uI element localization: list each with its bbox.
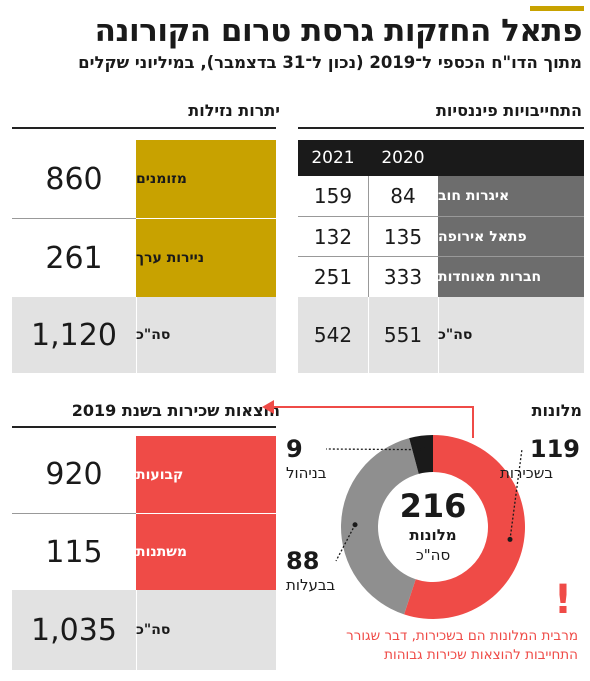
donut-center-number: 216	[399, 487, 467, 525]
expenses-fixed-value: 920	[45, 457, 103, 492]
page-title: פתאל החזקות גרסת טרום הקורונה	[94, 13, 583, 49]
leader-leased	[509, 448, 523, 540]
expenses-title: הוצאות שכירות בשנת 2019	[71, 401, 280, 420]
expenses-top-rule	[12, 426, 276, 428]
obligations-europe-2021: 132	[313, 225, 353, 249]
expenses-variable-label: משתנות	[136, 544, 188, 560]
donut-managed-value: 9	[286, 435, 303, 463]
donut-center-label: מלונות	[409, 526, 457, 544]
expenses-total-divider	[136, 590, 137, 670]
expenses-variable-value: 115	[45, 534, 103, 570]
obligations-subsidiaries-2020: 333	[383, 265, 423, 289]
liquidity-title: יתרות נזילות	[188, 101, 280, 120]
page-subtitle: מתוך הדו"ח הכספי ל־2019 (נכון ל־31 בדצמב…	[78, 53, 582, 72]
obligations-row-divider-1	[298, 216, 584, 217]
donut-leased-label: בשכירות	[500, 464, 553, 482]
liquidity-row-divider	[12, 218, 136, 219]
donut-slice	[409, 435, 433, 474]
liquidity-top-rule	[12, 127, 276, 129]
liquidity-label-divider	[136, 218, 276, 219]
obligations-total-label: סה"כ	[438, 327, 473, 343]
leader-leased-dot	[507, 536, 513, 542]
connector-arrow-line	[270, 406, 474, 438]
obligations-header-row	[298, 140, 584, 176]
donut-owned-label: בבעלות	[286, 576, 336, 594]
obligations-total-divider-2	[438, 297, 439, 373]
obligations-europe-2020: 135	[383, 225, 423, 249]
donut-center-sub: סה"כ	[415, 546, 451, 564]
liquidity-cash-label: מזומנים	[136, 171, 187, 187]
liquidity-cash-value: 860	[45, 161, 103, 197]
obligations-label-block	[438, 176, 584, 297]
obligations-col-2021: 2021	[311, 148, 355, 168]
accent-bar	[530, 6, 584, 11]
liquidity-total-label: סה"כ	[136, 327, 171, 343]
obligations-top-rule	[298, 127, 584, 129]
note-exclamation-icon: !	[553, 577, 573, 623]
expenses-total-value: 1,035	[31, 612, 117, 648]
liquidity-securities-value: 261	[45, 240, 103, 276]
leader-managed	[325, 448, 423, 451]
expenses-total-row	[12, 590, 276, 670]
obligations-total-divider-1	[368, 297, 369, 373]
hotels-title: מלונות	[531, 401, 582, 420]
leader-owned	[335, 524, 356, 562]
hotels-donut-leaders	[325, 447, 523, 562]
liquidity-total-divider	[136, 297, 137, 373]
donut-slice	[341, 438, 419, 615]
obligations-bonds-2021: 159	[313, 184, 353, 208]
hotels-donut	[341, 435, 526, 619]
obligations-row-divider-2	[298, 256, 584, 257]
hotels-note: מרבית המלונות הם בשכירות, דבר שגורר התחי…	[346, 628, 578, 663]
obligations-bonds-label: איגרות חוב	[438, 188, 510, 204]
obligations-subsidiaries-label: חברות מאוחדות	[438, 269, 542, 285]
obligations-col-divider	[368, 176, 369, 297]
liquidity-securities-label: ניירות ערך	[136, 250, 205, 266]
expenses-fixed-label: קבועות	[136, 466, 184, 483]
obligations-title: התחייבויות פיננסיות	[435, 101, 582, 120]
donut-leased-value: 119	[529, 435, 580, 463]
expenses-row-divider	[12, 513, 136, 514]
obligations-total-2020: 551	[383, 323, 423, 347]
liquidity-total-value: 1,120	[31, 317, 117, 353]
expenses-total-label: סה"כ	[136, 622, 171, 638]
obligations-subsidiaries-2021: 251	[313, 265, 353, 289]
leader-owned-dot	[352, 522, 358, 528]
donut-owned-value: 88	[286, 547, 320, 575]
obligations-total-row	[298, 297, 584, 373]
expenses-label-divider	[136, 513, 276, 514]
donut-slice	[404, 435, 526, 619]
donut-managed-label: בניהול	[286, 464, 327, 482]
connector-arrow-head	[262, 400, 274, 414]
obligations-col-2020: 2020	[381, 148, 425, 168]
liquidity-total-row	[12, 297, 276, 373]
obligations-total-2021: 542	[313, 323, 353, 347]
leader-managed-dot	[420, 447, 426, 453]
obligations-europe-label: פתאל אירופה	[438, 229, 527, 245]
obligations-bonds-2020: 84	[390, 184, 416, 208]
